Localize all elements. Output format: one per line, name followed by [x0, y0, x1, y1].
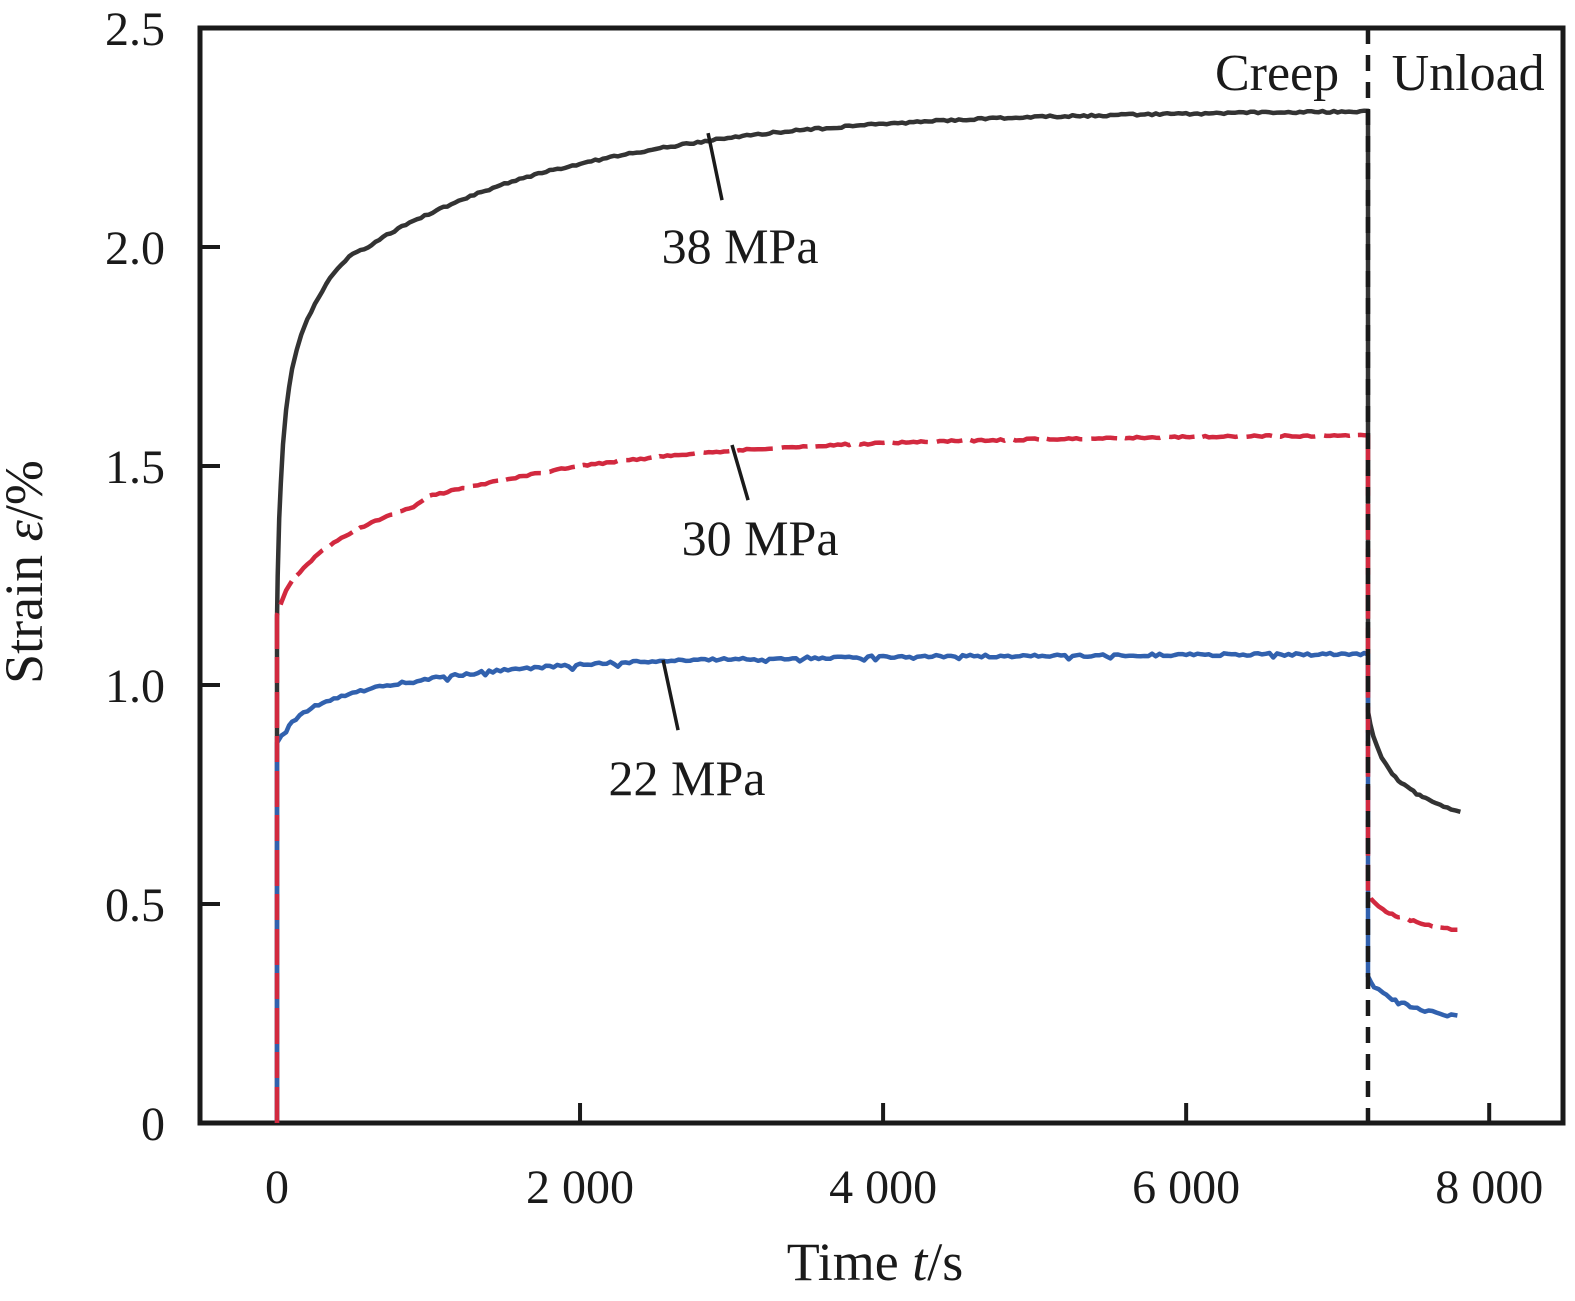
curve-annotations — [661, 132, 750, 731]
leader-line — [706, 132, 724, 201]
plot-border — [197, 25, 1566, 1126]
y-tick-label: 2.0 — [105, 222, 165, 275]
leader-line — [730, 444, 750, 501]
y-tick-label: 1.0 — [105, 660, 165, 713]
y-tick-label: 0.5 — [105, 879, 165, 932]
leader-line — [661, 659, 680, 731]
x-tick-label: 0 — [265, 1161, 289, 1214]
series-label-22-mpa: 22 MPa — [609, 750, 766, 806]
x-axis-title: Time t/s — [787, 1232, 964, 1292]
curve-30mpa — [274, 432, 1458, 1123]
curves — [274, 108, 1461, 1123]
y-tick-label: 0 — [141, 1098, 165, 1151]
phase-label-creep: Creep — [1215, 45, 1339, 102]
y-tick-label: 1.5 — [105, 441, 165, 494]
x-tick-label: 4 000 — [829, 1161, 937, 1214]
curve-38mpa — [274, 108, 1461, 1123]
series-label-38-mpa: 38 MPa — [662, 218, 819, 274]
phase-label-unload: Unload — [1392, 45, 1545, 102]
x-tick-label: 6 000 — [1132, 1161, 1240, 1214]
x-tick-label: 2 000 — [526, 1161, 634, 1214]
series-label-30-mpa: 30 MPa — [682, 510, 839, 566]
axes — [197, 25, 1566, 1126]
y-axis-title: Strain ε/% — [0, 460, 54, 684]
curve-22mpa — [274, 650, 1458, 1123]
y-tick-label: 2.5 — [105, 3, 165, 56]
x-tick-label: 8 000 — [1435, 1161, 1543, 1214]
